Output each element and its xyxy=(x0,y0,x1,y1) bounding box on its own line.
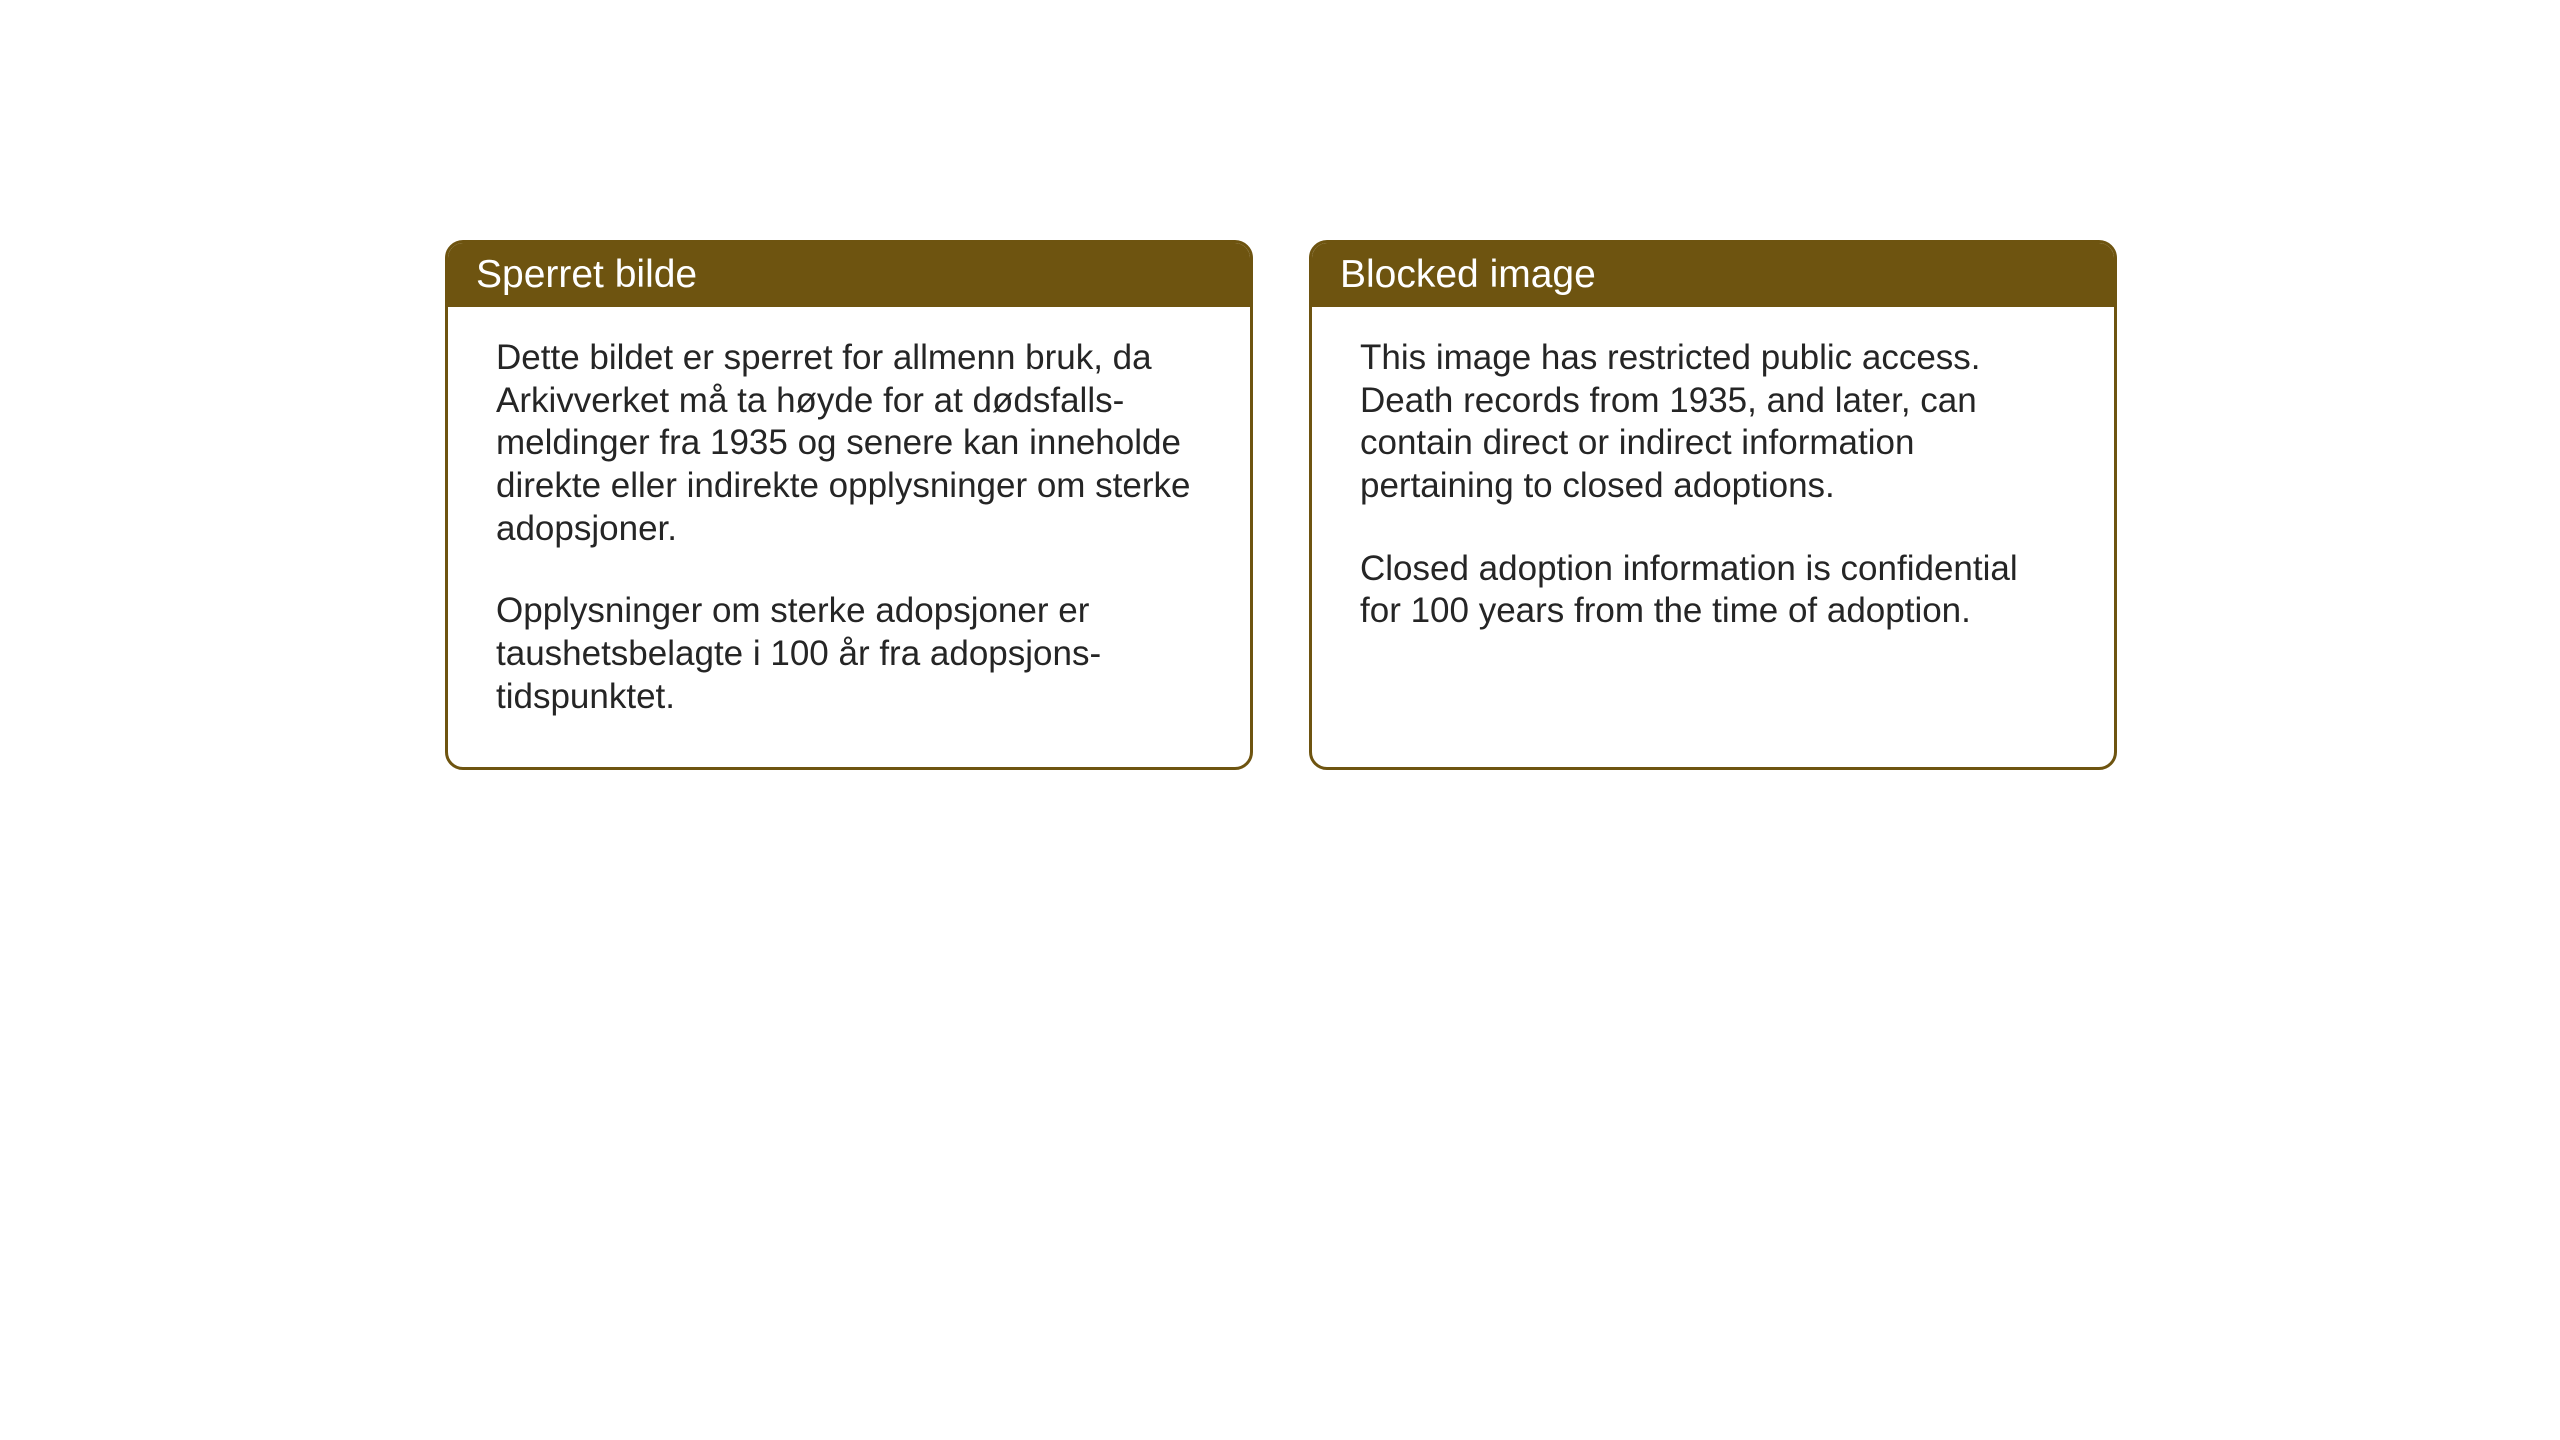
card-header-norwegian: Sperret bilde xyxy=(448,243,1250,307)
notice-container: Sperret bilde Dette bildet er sperret fo… xyxy=(445,240,2117,770)
notice-card-english: Blocked image This image has restricted … xyxy=(1309,240,2117,770)
card-paragraph-english-1: This image has restricted public access.… xyxy=(1360,337,2066,508)
card-header-english: Blocked image xyxy=(1312,243,2114,307)
card-title-norwegian: Sperret bilde xyxy=(476,253,697,296)
notice-card-norwegian: Sperret bilde Dette bildet er sperret fo… xyxy=(445,240,1253,770)
card-body-norwegian: Dette bildet er sperret for allmenn bruk… xyxy=(448,307,1250,767)
card-paragraph-english-2: Closed adoption information is confident… xyxy=(1360,548,2066,633)
card-title-english: Blocked image xyxy=(1340,253,1596,296)
card-body-english: This image has restricted public access.… xyxy=(1312,307,2114,681)
card-paragraph-norwegian-2: Opplysninger om sterke adopsjoner er tau… xyxy=(496,590,1202,718)
card-paragraph-norwegian-1: Dette bildet er sperret for allmenn bruk… xyxy=(496,337,1202,550)
